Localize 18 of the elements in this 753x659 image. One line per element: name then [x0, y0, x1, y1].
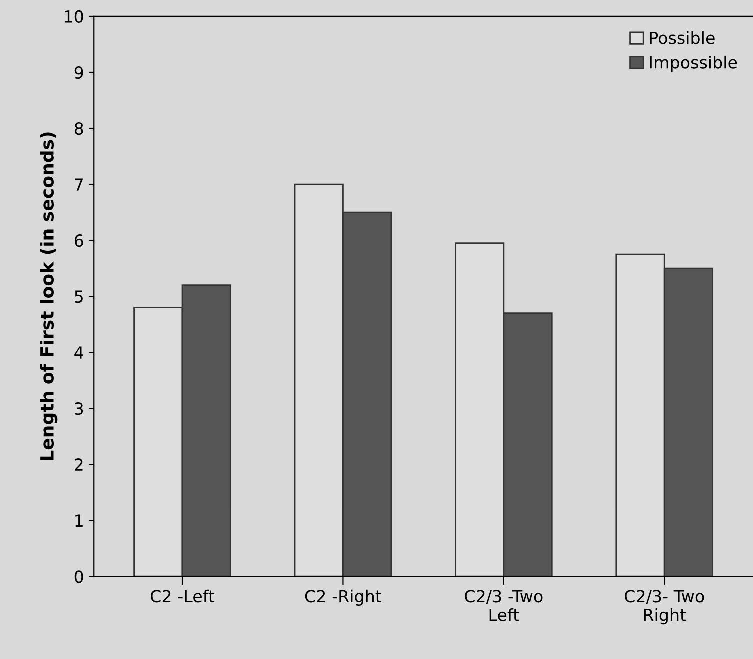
x-tick-label: C2 -Right	[305, 590, 382, 606]
y-tick-label: 4	[74, 346, 84, 359]
y-tick-label: 6	[74, 234, 84, 248]
y-tick-label: 3	[75, 402, 84, 416]
legend-label: Possible	[650, 31, 715, 44]
x-tick-label: C2/3- Two Right	[625, 590, 704, 625]
y-tick-label: 10	[65, 10, 84, 24]
y-tick-label: 0	[74, 570, 84, 584]
y-tick-label: 8	[74, 122, 84, 136]
y-tick-label: 7	[75, 178, 83, 191]
y-tick-label: 2	[75, 458, 83, 471]
legend-label: Impossible	[650, 56, 738, 72]
x-tick-label: C2 -Left	[150, 590, 215, 603]
y-tick-label: 9	[74, 66, 84, 80]
y-axis-title: Length of First look (in seconds)	[40, 132, 58, 460]
x-tick-label: C2/3 -Two Left	[465, 590, 543, 622]
y-tick-label: 5	[75, 290, 83, 304]
y-tick-label: 1	[76, 514, 83, 527]
